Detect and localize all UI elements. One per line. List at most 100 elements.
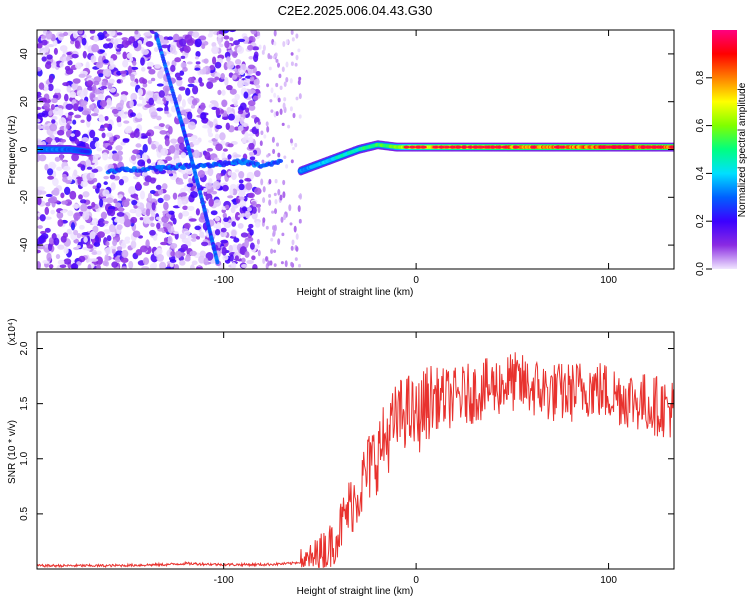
spectrogram-cell: [553, 145, 560, 149]
spectrogram-cell: [48, 237, 54, 245]
spectrogram-cell: [130, 240, 137, 249]
spectrogram-cell: [267, 260, 271, 267]
spectrogram-cell: [277, 97, 281, 103]
spectrogram-cell: [283, 97, 287, 102]
colorbar-ticks: 0.0 0.2 0.4 0.6 0.8: [695, 70, 712, 276]
spectrogram-cell: [240, 257, 246, 263]
spectrogram-cell: [106, 209, 114, 214]
spectrogram-cell: [89, 140, 98, 150]
spectrogram-cell: [101, 80, 107, 88]
spectrogram-cell: [41, 56, 47, 62]
spectrogram-cell: [251, 200, 257, 207]
spectrogram-cell: [86, 80, 94, 87]
spectrogram-cell: [252, 95, 259, 101]
spectrogram-cell: [86, 75, 92, 79]
spectrogram-cell: [46, 44, 55, 48]
spectrogram-cell: [155, 99, 164, 105]
spectrogram-cell: [247, 227, 252, 233]
spectrogram-cell: [157, 188, 164, 195]
spectrogram-cell: [181, 200, 187, 205]
spectrogram-cell: [245, 182, 253, 191]
spectrogram-cell: [244, 131, 249, 139]
spectrogram-cell: [96, 263, 101, 269]
spectrogram-cell: [273, 30, 277, 37]
spectrogram-cell: [161, 44, 170, 49]
spectrogram-cell: [240, 213, 247, 217]
spectrogram-cell: [147, 80, 153, 84]
spectrogram-cell: [234, 211, 241, 221]
spectrogram-cell: [57, 259, 65, 265]
spectrogram-cell: [92, 177, 98, 183]
y-tick-label: 40: [19, 48, 30, 60]
spectrogram-cell: [44, 227, 51, 233]
spectrogram-cell: [95, 256, 103, 266]
spectrogram-cell: [669, 145, 674, 149]
spectrogram-cell: [56, 166, 63, 171]
spectrogram-cell: [175, 157, 181, 164]
spectrogram-cell: [174, 143, 181, 151]
spectrogram-cell: [167, 36, 174, 41]
spectrogram-cell: [106, 97, 112, 106]
x-tick-label: -100: [214, 275, 234, 286]
spectrogram-cell: [221, 246, 227, 256]
spectrogram-cell: [268, 66, 272, 71]
spectrogram-cell: [276, 142, 279, 147]
spectrogram-cell: [94, 88, 101, 95]
spectrogram-cell: [247, 207, 252, 212]
spectrogram-cell: [223, 217, 229, 223]
spectrogram-cell: [75, 130, 80, 138]
spectrogram-cell: [266, 83, 270, 88]
spectrogram-cell: [80, 100, 88, 106]
spectrogram-cell: [37, 261, 41, 269]
spectrogram-cell: [285, 61, 289, 68]
spectrogram-cell: [157, 197, 164, 204]
spectrogram-cell: [200, 102, 206, 111]
spectrogram-cell: [89, 231, 96, 240]
spectrogram-cell: [247, 192, 255, 199]
spectrogram-cell: [195, 235, 201, 240]
spectrogram-cell: [38, 82, 45, 90]
spectrogram-cell: [203, 257, 209, 266]
spectrogram-cell: [117, 150, 124, 156]
spectrogram-cell: [49, 123, 58, 132]
spectrogram-cell: [484, 145, 491, 149]
spectrogram-cell: [150, 111, 158, 119]
spectrogram-cell: [269, 260, 273, 266]
spectrogram-cell: [163, 36, 170, 41]
spectrogram-cell: [105, 241, 110, 247]
y-tick-label: -20: [19, 190, 30, 205]
spectrogram-cell: [58, 108, 64, 117]
spectrogram-cell: [238, 183, 245, 191]
spectrogram-cell: [194, 67, 201, 71]
spectrogram-cell: [59, 154, 64, 161]
spectrogram-cell: [43, 83, 49, 92]
spectrogram-cell: [239, 79, 244, 88]
spectrogram-cell: [76, 89, 84, 97]
x-tick-label: 100: [600, 275, 617, 286]
spectrogram-cell: [214, 76, 220, 81]
spectrogram-cell: [181, 166, 187, 170]
spectrogram-cell: [73, 212, 81, 221]
spectrogram-cell: [145, 132, 151, 137]
spectrogram-cell: [277, 152, 281, 158]
spectrogram-cell: [153, 47, 159, 52]
spectrogram-cell: [241, 122, 249, 127]
spectrogram-cell: [205, 182, 213, 190]
spectrogram-cell: [45, 216, 52, 220]
spectrogram-cell: [141, 78, 148, 85]
spectrogram-cell: [69, 91, 77, 99]
spectrogram-cell: [37, 67, 42, 72]
spectrogram-cell: [165, 61, 170, 66]
spectrogram-cell: [221, 184, 229, 192]
spectrogram-cell: [255, 70, 261, 77]
spectrogram-cell: [130, 92, 138, 102]
spectrogram-cell: [140, 57, 145, 66]
spectrogram-cell: [239, 116, 245, 125]
spectrogram-cell: [105, 33, 110, 37]
spectrogram-cell: [233, 237, 240, 243]
spectrogram-cell: [229, 88, 237, 95]
spectrogram-cell: [86, 244, 94, 249]
spectrogram-cell: [209, 64, 215, 71]
spectrogram-cell: [70, 263, 79, 269]
spectrogram-cell: [129, 208, 136, 213]
